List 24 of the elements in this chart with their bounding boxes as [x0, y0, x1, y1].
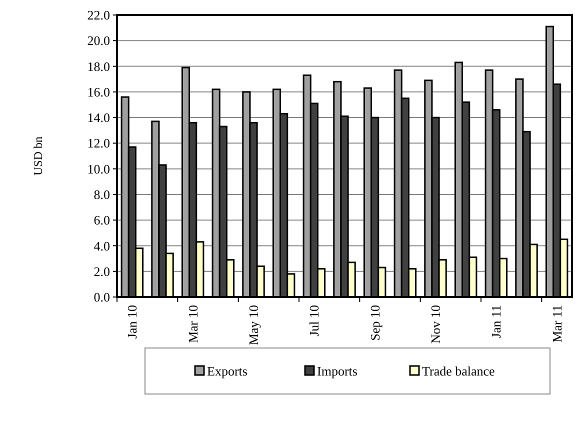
y-tick-label: 12.0	[87, 136, 110, 151]
x-tick-label: Jul 10	[306, 305, 322, 336]
x-tick-label: Mar 11	[549, 305, 564, 342]
y-tick-label: 10.0	[87, 161, 110, 176]
legend-label: Imports	[317, 364, 358, 379]
x-tick-label: May 10	[246, 305, 262, 346]
legend-label: Trade balance	[422, 364, 496, 379]
y-tick-label: 8.0	[94, 187, 110, 202]
legend-label: Exports	[207, 364, 248, 379]
y-tick-label: 4.0	[94, 238, 110, 254]
y-tick-label: 18.0	[87, 58, 110, 74]
y-axis-title: USD bn	[31, 136, 45, 176]
x-tick-label: Mar 10	[185, 305, 200, 343]
y-tick-label: 6.0	[94, 212, 110, 228]
y-tick-label: 16.0	[87, 84, 110, 100]
y-tick-label: 14.0	[87, 110, 110, 126]
y-tick-label: 22.0	[87, 8, 110, 23]
y-tick-label: 0.0	[94, 290, 110, 305]
y-tick-label: 20.0	[87, 33, 110, 48]
y-tick-label: 2.0	[94, 264, 110, 279]
x-tick-label: Jan 10	[124, 305, 140, 339]
x-tick-label: Sep 10	[367, 305, 382, 341]
x-tick-label: Nov 10	[428, 305, 444, 344]
x-tick-label: Jan 11	[488, 305, 504, 338]
